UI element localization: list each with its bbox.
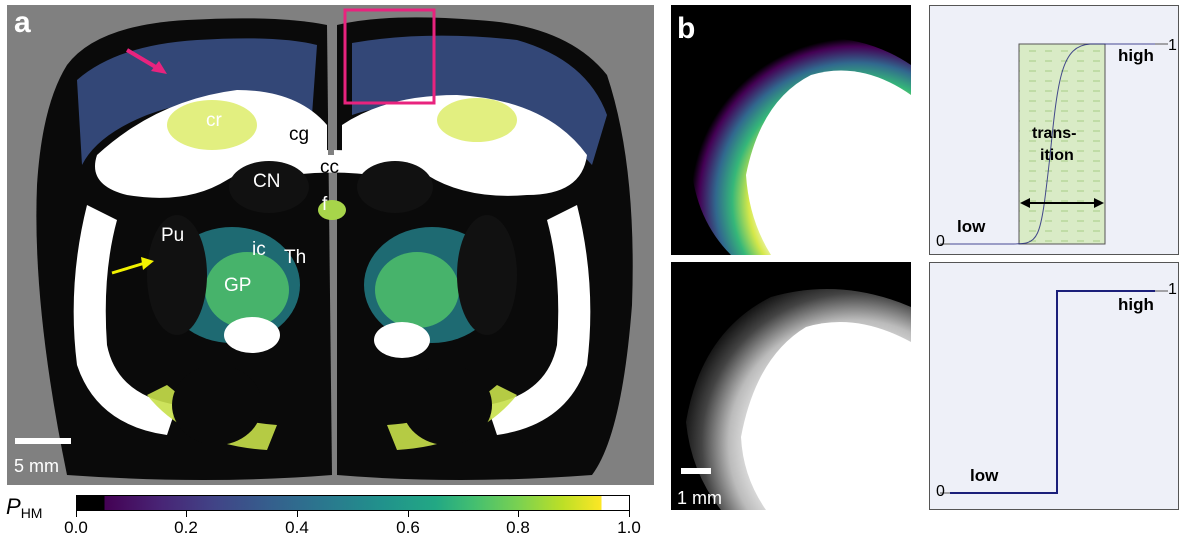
colorbar-tick-mark-5 [629,511,630,517]
plot-top-transition-1: trans- [1032,125,1077,142]
colorbar-subscript: HM [20,505,43,521]
plot-top-low: low [957,217,986,236]
colorbar-tick-0: 0.0 [64,518,88,537]
panel-letter-a: a [14,6,31,39]
step-function-plot [940,290,1168,494]
label-GP: GP [224,275,252,296]
zoomed-binary-illustration [681,289,911,510]
plot-top-transition-2: ition [1040,147,1074,164]
colorbar-symbol: P [6,494,21,519]
label-Th: Th [284,247,307,268]
scalebar-a-label: 5 mm [14,456,59,476]
panel-b-top-image [671,5,911,255]
step-curve [950,290,1155,494]
label-cr: cr [206,110,222,131]
plot-top-y-high: 1 [1168,37,1177,54]
plot-top-y-low: 0 [936,233,945,250]
label-Pu: Pu [161,225,185,246]
plot-bottom [929,262,1179,510]
colorbar-tick-2: 0.4 [285,518,309,537]
colorbar-tick-mark-0 [76,511,77,517]
scalebar-b [681,468,711,474]
magenta-arrow [125,48,161,71]
plot-top [929,5,1179,255]
zoom-region-box [343,8,436,105]
brain-section-illustration [15,8,633,481]
colorbar-title: PHM [6,494,43,521]
label-f: f [322,194,328,215]
label-cc: cc [320,157,339,178]
colorbar-tick-mark-4 [518,511,519,517]
scalebar-a [15,438,71,444]
colorbar-tick-4: 0.8 [506,518,530,537]
yellow-arrow [111,261,146,275]
label-ic: ic [252,239,266,260]
colorbar [76,495,630,511]
colorbar-tick-1: 0.2 [174,518,198,537]
colorbar-tick-mark-2 [297,511,298,517]
colorbar-tick-mark-1 [186,511,187,517]
plot-bottom-y-high: 1 [1168,281,1177,298]
sigmoid-curve [950,43,1155,245]
label-CN: CN [253,171,281,192]
plot-top-high: high [1118,46,1154,65]
zoomed-hm-illustration [691,38,911,255]
panel-a-image [7,5,654,485]
plot-bottom-y-low: 0 [936,483,945,500]
panel-b-bottom-image [671,262,911,510]
plot-bottom-high: high [1118,295,1154,314]
sigmoid-curve-plot [940,43,1168,245]
label-ot: ot [246,323,262,344]
panel-letter-b: b [677,12,696,45]
transition-region [1018,43,1106,245]
plot-bottom-low: low [970,466,999,485]
colorbar-tick-3: 0.6 [396,518,420,537]
scalebar-b-label: 1 mm [677,488,722,508]
colorbar-tick-5: 1.0 [617,518,641,537]
label-cg: cg [289,124,310,145]
colorbar-tick-mark-3 [408,511,409,517]
